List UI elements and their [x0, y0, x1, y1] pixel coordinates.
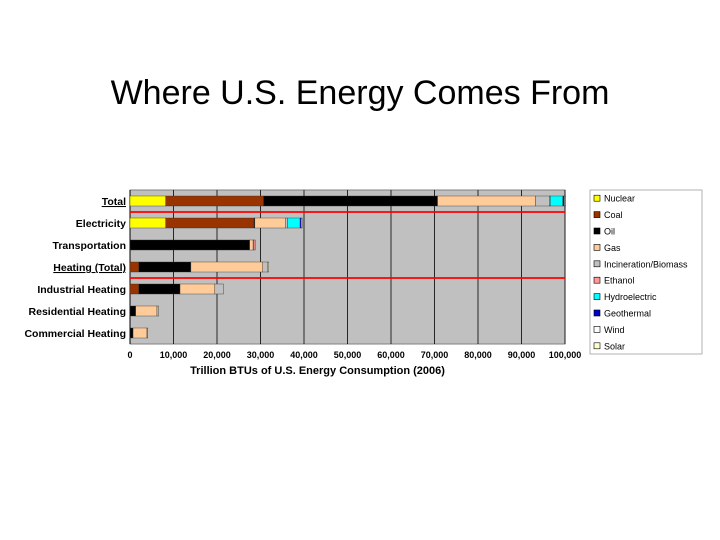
x-tick-label: 80,000	[464, 350, 492, 360]
legend-label: Oil	[604, 227, 615, 237]
category-label: Electricity	[76, 218, 126, 230]
x-tick-label: 40,000	[290, 350, 318, 360]
bar-segment	[285, 217, 288, 229]
legend-swatch	[593, 244, 601, 251]
bar-segment	[190, 261, 263, 273]
legend-swatch	[593, 342, 601, 350]
bar-segment	[138, 283, 181, 295]
category-labels: Total Electricity Transportation Heating (T…	[24, 196, 126, 340]
x-tick-label: 100,000	[549, 350, 582, 360]
bar-segment	[129, 239, 250, 251]
bar-segment	[129, 283, 139, 295]
bar-segment	[129, 261, 139, 273]
energy-chart: Total Electricity Transportation Heating (T…	[24, 189, 703, 377]
gridlines	[129, 190, 566, 344]
bar-segment	[129, 305, 136, 317]
category-label: Residential Heating	[29, 306, 126, 318]
legend-swatch	[593, 293, 601, 300]
bar-segment	[146, 327, 148, 339]
category-label: Commercial Heating	[24, 328, 126, 340]
x-tick-label: 60,000	[377, 350, 405, 360]
legend-label: Ethanol	[604, 276, 635, 286]
legend-label: Geothermal	[604, 309, 651, 319]
legend-label: Wind	[604, 325, 625, 335]
bar-segment	[262, 261, 269, 273]
bar-segment	[132, 327, 148, 339]
bar-segment	[437, 195, 536, 207]
legend-label: Incineration/Biomass	[604, 259, 688, 269]
legend-swatch	[593, 194, 601, 202]
legend-swatch	[593, 309, 601, 317]
x-tick-label: 90,000	[508, 350, 536, 360]
bars	[129, 195, 567, 339]
bar-segment	[129, 327, 134, 339]
x-tick-label: 70,000	[421, 350, 449, 360]
bar-segment	[254, 217, 286, 229]
legend-swatch	[593, 260, 601, 268]
legend-label: Gas	[604, 243, 621, 253]
x-tick-label: 50,000	[334, 350, 362, 360]
bar-segment	[535, 195, 550, 207]
legend-swatch	[593, 227, 601, 235]
bar-segment	[214, 283, 224, 295]
legend-swatch	[593, 276, 601, 284]
legend-label: Coal	[604, 210, 623, 220]
legend-label: Hydroelectric	[604, 292, 657, 302]
bar-segment	[138, 261, 192, 273]
category-label: Total	[102, 196, 126, 208]
bar-segment	[287, 217, 301, 229]
bar-segment	[263, 195, 438, 207]
legend-swatch	[593, 211, 601, 218]
bar-segment	[165, 195, 264, 207]
category-label: Industrial Heating	[37, 284, 126, 296]
bar-segment	[129, 217, 166, 229]
x-tick-label: 10,000	[160, 350, 188, 360]
bar-segment	[165, 217, 255, 229]
x-tick-labels: 0 10,000 20,000 30,000 40,000 50,000 60,000 70,…	[127, 350, 581, 360]
bar-segment	[253, 239, 256, 251]
bar-segment	[135, 305, 158, 317]
legend-label: Nuclear	[604, 194, 635, 204]
bar-segment	[156, 305, 159, 317]
category-label: Transportation	[52, 240, 126, 252]
x-tick-label: 30,000	[247, 350, 275, 360]
x-axis-label: Trillion BTUs of U.S. Energy Consumption…	[190, 365, 445, 377]
bar-segment	[301, 217, 303, 229]
bar-segment	[249, 239, 254, 251]
category-label: Heating (Total)	[53, 262, 126, 274]
legend-box	[589, 189, 703, 355]
legend-swatch	[593, 326, 601, 333]
bar-segment	[129, 195, 166, 207]
category-separators	[130, 211, 565, 279]
slide-title: Where U.S. Energy Comes From	[110, 74, 610, 112]
legend-label: Solar	[604, 341, 625, 351]
x-tick-label: 0	[127, 350, 132, 360]
legend: Nuclear Coal Oil Gas Incineration/Biomass Eth…	[589, 189, 703, 355]
x-tick-label: 20,000	[203, 350, 231, 360]
bar-segment	[550, 195, 564, 207]
bar-segment	[179, 283, 216, 295]
bar-segment	[267, 261, 269, 273]
bar-segment	[564, 195, 567, 207]
